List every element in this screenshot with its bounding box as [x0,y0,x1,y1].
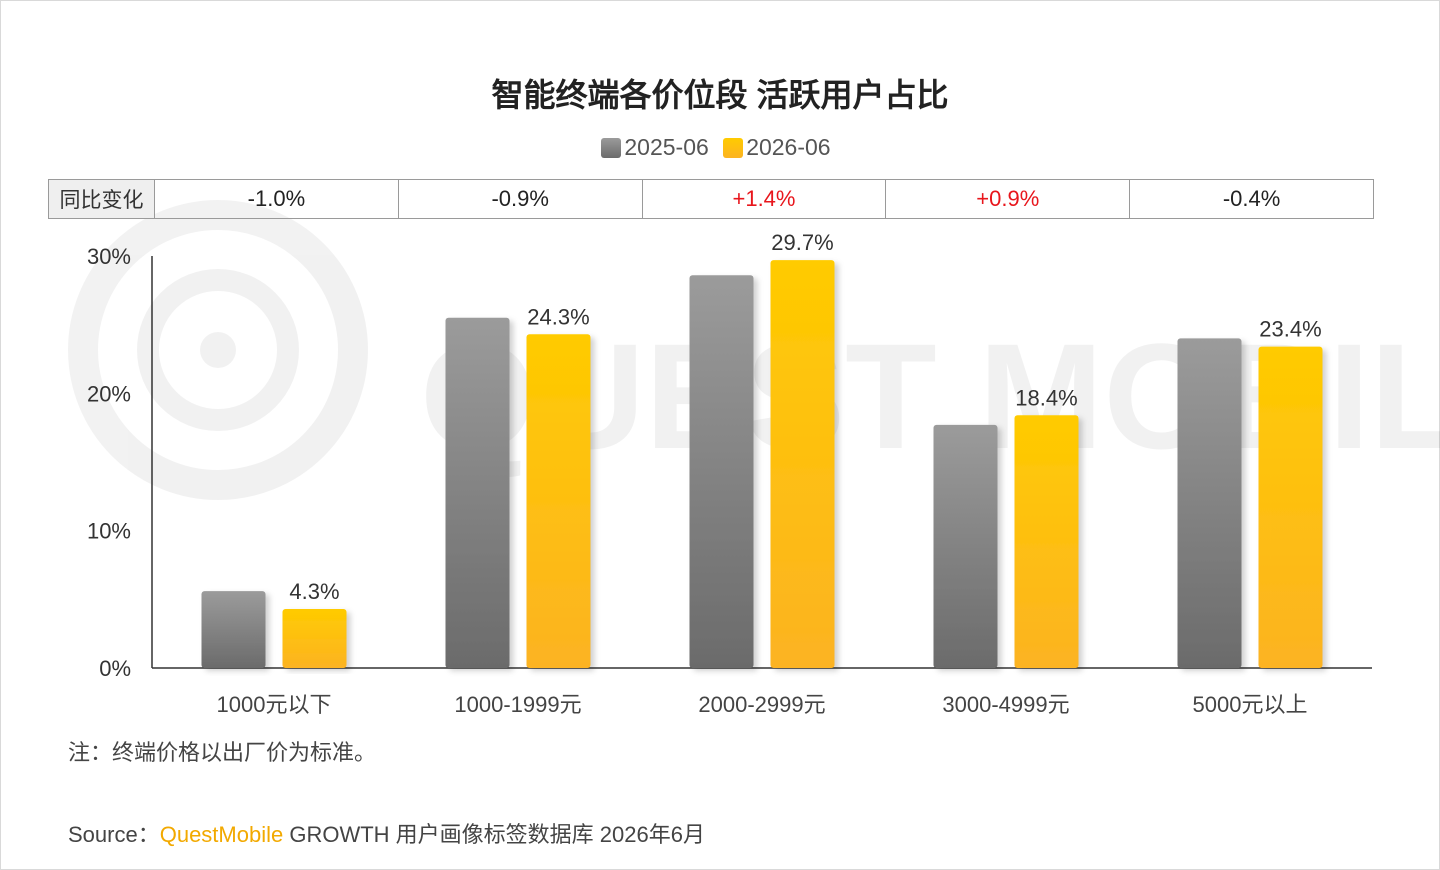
source-rest: GROWTH 用户画像标签数据库 2026年6月 [283,822,705,847]
yoy-cell: +0.9% [885,179,1131,219]
bar-2025-06-4 [1177,338,1242,668]
yoy-cell: -0.4% [1129,179,1374,219]
yoy-row: 同比变化 -1.0% -0.9% +1.4% +0.9% -0.4% [48,179,1374,219]
yoy-label: 同比变化 [48,179,155,219]
yoy-change-table: 同比变化 -1.0% -0.9% +1.4% +0.9% -0.4% [48,179,1374,219]
y-tick-label: 10% [87,519,131,544]
data-label: 29.7% [771,230,833,255]
yoy-cell: +1.4% [641,179,887,219]
legend-label-2025: 2025-06 [624,134,709,161]
source-line: Source：QuestMobile GROWTH 用户画像标签数据库 2026… [68,817,705,849]
chart-title: 智能终端各价位段 活跃用户占比 [491,77,949,113]
y-tick-label: 0% [99,656,131,681]
legend: 2025-06 2026-06 [0,133,1440,161]
legend-label-2026: 2026-06 [746,134,831,161]
y-tick-labels: 0% 10% 20% 30% [87,244,131,681]
bar-2025-06-2 [689,275,754,668]
x-tick-label: 2000-2999元 [698,692,825,717]
bar-2026-06-3 [1014,415,1079,668]
x-tick-label: 3000-4999元 [942,692,1069,717]
legend-item-2025: 2025-06 [601,134,709,161]
bar-2026-06-2 [770,260,835,668]
yoy-cell: -0.9% [397,179,643,219]
bar-2025-06-3 [933,424,998,668]
y-tick-label: 30% [87,244,131,269]
legend-item-2026: 2026-06 [723,134,831,161]
bar-2025-06-1 [445,317,510,668]
bar-groups [201,260,1323,668]
x-tick-label: 5000元以上 [1193,692,1308,717]
data-label: 4.3% [289,579,339,604]
bar-2025-06-0 [201,591,266,668]
source-label: Source： [68,822,160,847]
y-tick-label: 20% [87,381,131,406]
x-tick-label: 1000-1999元 [454,692,581,717]
legend-swatch-2025 [601,138,622,159]
footnote: 注：终端价格以出厂价为标准。 [68,740,377,765]
legend-swatch-2026 [723,138,744,159]
source-brand: QuestMobile [159,822,284,847]
bar-2026-06-1 [526,334,591,668]
data-label: 18.4% [1015,385,1077,410]
data-label: 24.3% [527,304,589,329]
data-labels: 4.3% 24.3% 29.7% 18.4% 23.4% [289,230,1321,604]
bar-2026-06-4 [1258,346,1323,668]
yoy-cell: -1.0% [154,179,399,219]
x-tick-labels: 1000元以下 1000-1999元 2000-2999元 3000-4999元 500… [217,692,1308,717]
data-label: 23.4% [1259,317,1321,342]
x-tick-label: 1000元以下 [217,692,332,717]
bar-2026-06-0 [282,608,347,668]
